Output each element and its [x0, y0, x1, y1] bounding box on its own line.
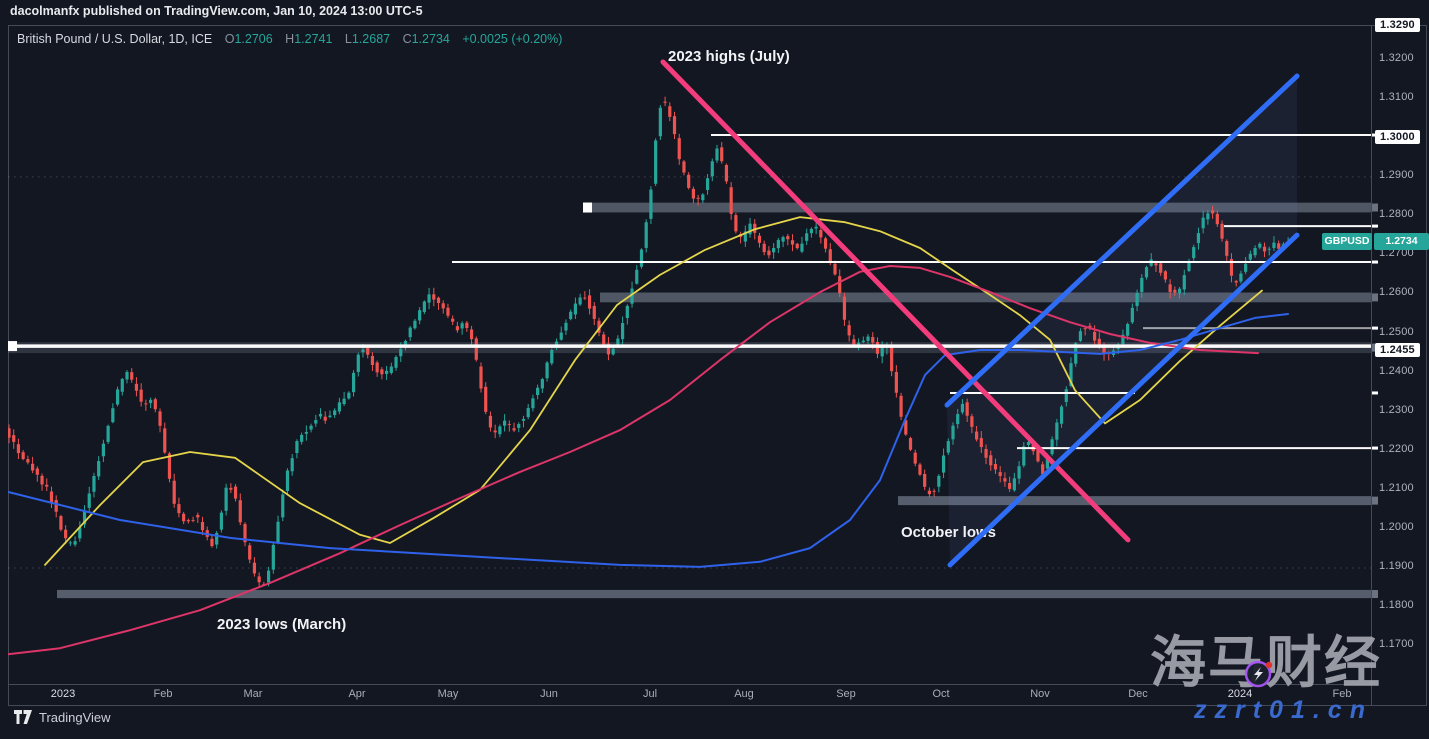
level-anchor-handle[interactable] — [583, 202, 592, 213]
time-axis-label[interactable]: May — [437, 688, 459, 700]
support-resistance-zone[interactable] — [898, 496, 1371, 506]
price-axis-separator — [1371, 25, 1372, 706]
chart-layers: 2023 highs (July) October lows 2023 lows… — [0, 48, 1371, 656]
time-axis-label[interactable]: Feb — [1332, 688, 1352, 700]
time-axis-label[interactable]: Nov — [1030, 688, 1050, 700]
axis-zone-tick — [1372, 590, 1378, 599]
tradingview-logo-text: TradingView — [39, 710, 111, 725]
close-value: 1.2734 — [411, 32, 450, 46]
low-label: L — [344, 32, 352, 46]
axis-level-tick — [1372, 326, 1378, 330]
support-resistance-zone[interactable] — [600, 292, 1371, 303]
time-axis-label[interactable]: Jun — [540, 688, 558, 700]
trendline-channel-lower[interactable] — [947, 232, 1300, 568]
time-axis-label[interactable]: Oct — [932, 688, 950, 700]
watermark-logo-icon — [1244, 660, 1273, 688]
axis-zone-tick — [1372, 203, 1378, 212]
price-axis-label[interactable]: 1.1800 — [1379, 599, 1414, 612]
price-axis-label[interactable]: 1.3290 — [1375, 18, 1420, 32]
price-axis-label[interactable]: 1.3000 — [1375, 130, 1420, 145]
price-axis-label[interactable]: 1.2200 — [1379, 442, 1414, 455]
time-axis-separator — [8, 684, 1371, 685]
price-axis-label[interactable]: 1.2900 — [1379, 169, 1414, 182]
price-axis-label[interactable]: 1.2400 — [1379, 364, 1414, 377]
symbol-legend[interactable]: British Pound / U.S. Dollar, 1D, ICE O1.… — [17, 32, 562, 46]
axis-zone-tick — [1372, 293, 1378, 302]
support-resistance-zone[interactable] — [57, 589, 1371, 599]
chart-pane[interactable] — [8, 25, 1427, 706]
price-axis-label[interactable]: 1.2700 — [1379, 247, 1414, 260]
price-axis-label[interactable]: 1.3100 — [1379, 91, 1414, 104]
low-value: 1.2687 — [351, 32, 391, 46]
high-label: H — [285, 32, 295, 46]
support-resistance-zone[interactable] — [583, 202, 1371, 213]
close-label: C — [402, 32, 412, 46]
time-axis-label[interactable]: 2024 — [1227, 688, 1253, 700]
price-axis-label[interactable]: 1.2100 — [1379, 481, 1414, 494]
time-axis-label[interactable]: Feb — [153, 688, 173, 700]
price-axis[interactable]: 1.3290 1.3200 1.3100 1.3000 1.2900 1.2800 1.27… — [1371, 18, 1429, 706]
trendline-channel-upper[interactable] — [944, 73, 1300, 408]
price-axis-label[interactable]: 1.2300 — [1379, 403, 1414, 416]
tradingview-logo-icon — [14, 710, 32, 724]
level-anchor-handle[interactable] — [8, 341, 17, 352]
time-axis-label[interactable]: Dec — [1128, 688, 1148, 700]
time-axis-label[interactable]: Aug — [734, 688, 754, 700]
axis-level-tick — [1372, 446, 1378, 450]
annotation-2023-highs: 2023 highs (July) — [668, 48, 790, 65]
axis-zone-tick — [1372, 496, 1378, 505]
trendline-downtrend-from-2023-highs[interactable] — [660, 59, 1131, 543]
high-value: 1.2741 — [294, 32, 333, 46]
time-axis-label[interactable]: Jul — [642, 688, 658, 700]
ma-pink-line[interactable] — [0, 265, 1259, 656]
time-axis-label[interactable]: Apr — [348, 688, 366, 700]
axis-level-tick — [1372, 224, 1378, 228]
time-axis-label[interactable]: 2023 — [50, 688, 76, 700]
tradingview-logo[interactable]: TradingView — [14, 710, 111, 725]
change-value: +0.0025 (+0.20%) — [462, 32, 563, 46]
current-price-badge[interactable]: GBPUSD 1.2734 — [1322, 233, 1429, 250]
badge-price: 1.2734 — [1374, 233, 1429, 250]
time-axis-label[interactable]: Mar — [243, 688, 263, 700]
ma-yellow-line[interactable] — [44, 216, 1263, 566]
watermark: 海马财经 zzrt01.cn — [1150, 636, 1429, 725]
price-axis-label[interactable]: 1.2455 — [1375, 343, 1420, 358]
open-value: 1.2706 — [234, 32, 273, 46]
candles-layer — [8, 96, 1290, 588]
open-label: O — [224, 32, 235, 46]
price-axis-label[interactable]: 1.1900 — [1379, 560, 1414, 573]
price-axis-label[interactable]: 1.2500 — [1379, 325, 1414, 338]
price-axis-label[interactable]: 1.2000 — [1379, 520, 1414, 533]
time-axis[interactable]: 2023 Feb Mar Apr May Jun Jul Aug Sep Oct Nov Dec 202… — [8, 684, 1371, 706]
price-axis-label[interactable]: 1.2600 — [1379, 286, 1414, 299]
watermark-url: zzrt01.cn — [1194, 696, 1373, 724]
axis-level-tick — [1372, 391, 1378, 395]
price-axis-label[interactable]: 1.1700 — [1379, 638, 1414, 651]
annotation-2023-lows-march: 2023 lows (March) — [217, 616, 346, 633]
ma-blue-line[interactable] — [0, 313, 1289, 568]
price-axis-label[interactable]: 1.2800 — [1379, 208, 1414, 221]
annotation-october-lows: October lows — [901, 524, 996, 541]
time-axis-label[interactable]: Sep — [836, 688, 856, 700]
publish-header: dacolmanfx published on TradingView.com,… — [10, 4, 423, 18]
price-axis-label[interactable]: 1.3200 — [1379, 52, 1414, 64]
badge-symbol: GBPUSD — [1322, 233, 1372, 250]
axis-level-tick — [1372, 260, 1378, 264]
symbol-title[interactable]: British Pound / U.S. Dollar, 1D, ICE — [17, 32, 213, 46]
